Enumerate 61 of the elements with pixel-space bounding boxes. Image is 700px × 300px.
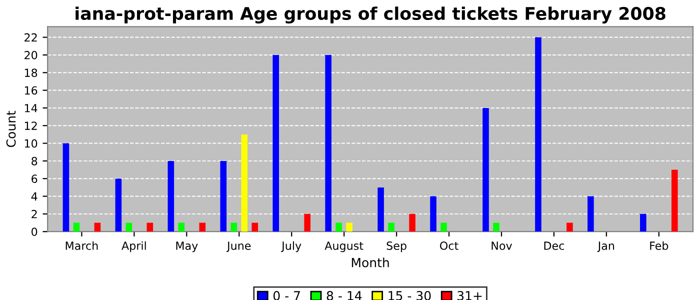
- bar: [493, 222, 500, 232]
- bar: [94, 222, 101, 232]
- bar: [115, 178, 122, 232]
- bar: [346, 222, 352, 232]
- bar: [430, 196, 436, 232]
- y-tick-label: 22: [24, 33, 37, 42]
- bar: [440, 222, 447, 232]
- legend-label: 15 - 30: [388, 290, 431, 300]
- bar: [409, 214, 416, 232]
- y-tick-label: 20: [24, 50, 38, 60]
- legend-label: 31+: [458, 290, 482, 300]
- x-axis-title: Month: [352, 258, 389, 268]
- bar: [640, 214, 646, 232]
- y-tick-label: 4: [31, 192, 38, 200]
- x-tick-label: Oct: [440, 242, 458, 250]
- bar: [325, 54, 332, 232]
- x-tick-label: Sep: [386, 242, 406, 252]
- bar: [482, 108, 489, 232]
- bar: [73, 222, 80, 232]
- bar: [272, 54, 279, 232]
- bar: [588, 196, 594, 232]
- y-tick-label: 16: [24, 86, 38, 95]
- x-tick-label: Jan: [597, 242, 614, 252]
- x-tick-label: July: [281, 241, 302, 252]
- y-tick-label: 18: [24, 68, 38, 78]
- x-tick-label: June: [226, 242, 251, 252]
- x-tick-label: May: [176, 242, 198, 252]
- bar: [671, 170, 678, 232]
- bar: [566, 222, 573, 232]
- y-tick-label: 0: [32, 228, 38, 236]
- bar: [178, 222, 185, 232]
- y-tick-label: 10: [24, 139, 38, 148]
- bar: [220, 160, 227, 232]
- bar: [168, 160, 174, 232]
- bar: [199, 222, 206, 232]
- y-tick-label: 2: [32, 210, 37, 218]
- legend-label: 8 - 14: [326, 290, 362, 300]
- x-tick-label: March: [66, 241, 98, 250]
- bar: [146, 222, 154, 232]
- y-tick-label: 8: [32, 156, 38, 166]
- bar: [304, 214, 310, 232]
- y-tick-label: 12: [24, 122, 37, 130]
- y-axis-title: Count: [6, 110, 16, 148]
- bar: [230, 222, 238, 232]
- x-tick-label: Dec: [544, 242, 564, 250]
- x-tick-label: August: [324, 242, 364, 252]
- bar: [62, 143, 70, 232]
- bar: [378, 187, 384, 232]
- x-tick-label: April: [122, 241, 146, 252]
- y-tick-label: 6: [32, 174, 38, 183]
- bar: [126, 222, 132, 232]
- chart-title: iana-prot-param Age groups of closed tickets February 2008: [76, 6, 666, 24]
- y-tick-label: 14: [24, 104, 38, 112]
- legend-label: 0 - 7: [273, 290, 300, 300]
- x-tick-label: Feb: [650, 241, 668, 250]
- bar: [252, 222, 258, 232]
- bar: [336, 222, 342, 232]
- x-tick-label: Nov: [492, 242, 512, 250]
- bar: [388, 222, 394, 232]
- bar: [241, 134, 248, 232]
- bar: [535, 37, 542, 232]
